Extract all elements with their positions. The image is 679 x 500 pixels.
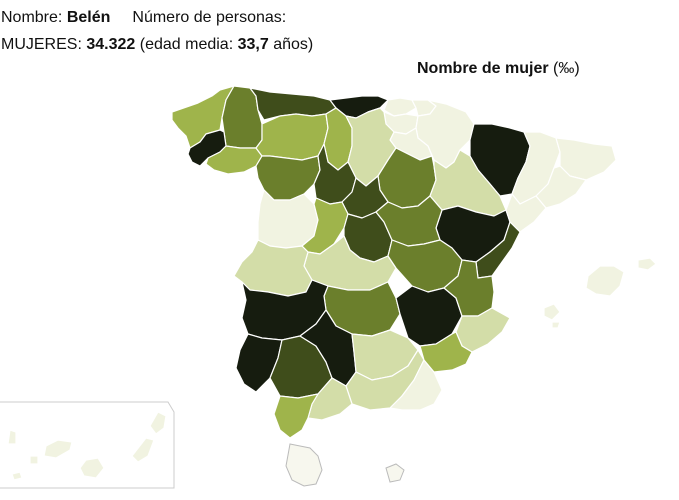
- melilla-coast: [385, 463, 405, 483]
- island-tenerife[interactable]: [43, 439, 73, 459]
- province-leon[interactable]: [255, 113, 329, 161]
- island-lanzarote[interactable]: [149, 411, 167, 435]
- canary-inset-frame: [0, 401, 175, 489]
- island-gran-canaria[interactable]: [79, 457, 105, 479]
- province-bizkaia[interactable]: [383, 97, 417, 117]
- province-tarragona[interactable]: [505, 193, 547, 233]
- mujeres-value: 34.322: [86, 36, 136, 53]
- legend-title: Nombre de mujer (‰): [417, 60, 580, 78]
- province-cadiz[interactable]: [273, 393, 319, 439]
- island-mallorca[interactable]: [585, 265, 625, 297]
- island-formentera[interactable]: [551, 321, 561, 329]
- info-line-name: Nombre: Belén Número de personas:: [1, 4, 313, 31]
- island-fuerteventura[interactable]: [131, 437, 155, 463]
- island-la-gomera[interactable]: [29, 455, 39, 465]
- province-albacete[interactable]: [395, 285, 463, 347]
- province-valencia[interactable]: [443, 259, 495, 317]
- province-murcia[interactable]: [419, 331, 473, 373]
- nombre-label: Nombre:: [1, 9, 63, 26]
- province-girona[interactable]: [555, 137, 617, 181]
- province-huelva[interactable]: [235, 333, 283, 393]
- edad-suffix: años): [273, 36, 314, 53]
- ceuta-coast: [285, 443, 323, 487]
- balearic-islands: [543, 257, 657, 329]
- island-la-palma[interactable]: [7, 429, 17, 445]
- ceuta-melilla: [285, 443, 405, 487]
- nombre-value: Belén: [66, 9, 111, 26]
- edad-prefix: (edad media:: [139, 36, 234, 53]
- info-panel: Nombre: Belén Número de personas: MUJERES…: [1, 4, 313, 58]
- mainland: [171, 85, 617, 439]
- island-el-hierro[interactable]: [11, 471, 23, 481]
- legend-unit: (‰): [553, 60, 580, 77]
- mujeres-label: MUJERES:: [1, 36, 82, 53]
- info-line-women: MUJERES: 34.322 (edad media: 33,7 años): [1, 31, 313, 58]
- legend-title-text: Nombre de mujer: [417, 60, 549, 77]
- personas-label: Número de personas:: [132, 9, 287, 26]
- island-menorca[interactable]: [637, 257, 657, 271]
- province-barcelona[interactable]: [535, 165, 587, 209]
- island-ibiza[interactable]: [543, 303, 561, 321]
- canary-islands: [7, 411, 167, 481]
- edad-value: 33,7: [237, 36, 269, 53]
